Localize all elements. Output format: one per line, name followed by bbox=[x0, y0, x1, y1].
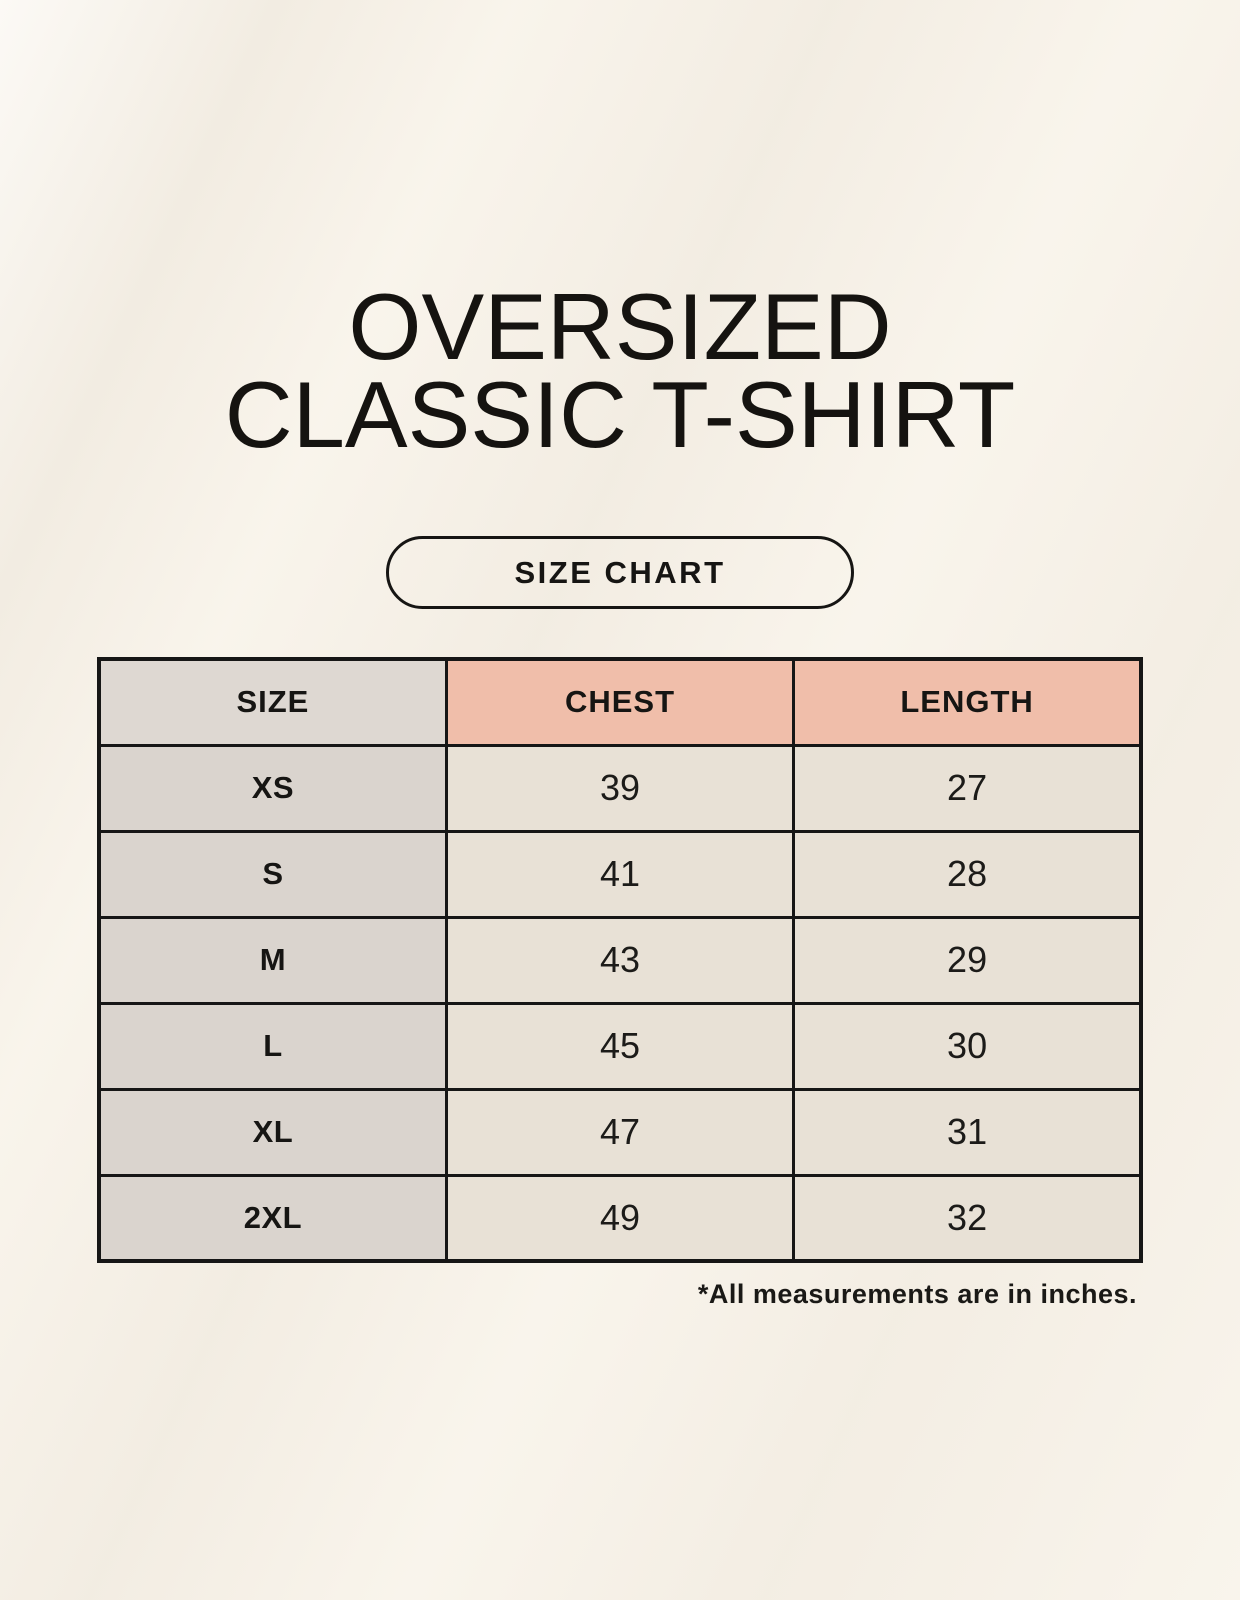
chest-value: 43 bbox=[444, 915, 796, 1005]
table-row: 2XL 49 32 bbox=[97, 1173, 1143, 1263]
length-value: 32 bbox=[792, 1173, 1143, 1263]
table-row: XL 47 31 bbox=[97, 1087, 1143, 1177]
size-label: L bbox=[97, 1001, 448, 1091]
chest-value: 47 bbox=[444, 1087, 796, 1177]
size-chart-button-label: SIZE CHART bbox=[514, 554, 726, 590]
column-header-size: SIZE bbox=[97, 657, 448, 747]
size-chart-body: XS 39 27 S 41 28 M 43 29 L 45 30 XL 47 31 2XL 49 32 bbox=[97, 743, 1143, 1263]
length-value: 27 bbox=[792, 743, 1143, 833]
length-value: 30 bbox=[792, 1001, 1143, 1091]
length-value: 31 bbox=[792, 1087, 1143, 1177]
table-row: M 43 29 bbox=[97, 915, 1143, 1005]
chest-value: 39 bbox=[444, 743, 796, 833]
size-label: XL bbox=[97, 1087, 448, 1177]
length-value: 29 bbox=[792, 915, 1143, 1005]
column-header-length: LENGTH bbox=[792, 657, 1143, 747]
measurements-footnote: *All measurements are in inches. bbox=[697, 1279, 1137, 1309]
chest-value: 49 bbox=[444, 1173, 796, 1263]
size-chart-table: SIZE CHEST LENGTH XS 39 27 S 41 28 M 43 29 L 45 30 X… bbox=[97, 657, 1143, 1263]
product-title: OVERSIZED CLASSIC T-SHIRT bbox=[224, 274, 1016, 467]
chest-value: 41 bbox=[444, 829, 796, 919]
size-chart-button[interactable]: SIZE CHART bbox=[386, 536, 854, 609]
size-label: XS bbox=[97, 743, 448, 833]
size-label: M bbox=[97, 915, 448, 1005]
header-row: SIZE CHEST LENGTH bbox=[97, 657, 1143, 747]
footnote-row: *All measurements are in inches. bbox=[97, 1279, 1143, 1310]
size-chart-header: SIZE CHEST LENGTH bbox=[97, 657, 1143, 747]
size-label: 2XL bbox=[97, 1173, 448, 1263]
size-label: S bbox=[97, 829, 448, 919]
table-row: L 45 30 bbox=[97, 1001, 1143, 1091]
length-value: 28 bbox=[792, 829, 1143, 919]
column-header-chest: CHEST bbox=[444, 657, 796, 747]
table-row: XS 39 27 bbox=[97, 743, 1143, 833]
table-row: S 41 28 bbox=[97, 829, 1143, 919]
chest-value: 45 bbox=[444, 1001, 796, 1091]
